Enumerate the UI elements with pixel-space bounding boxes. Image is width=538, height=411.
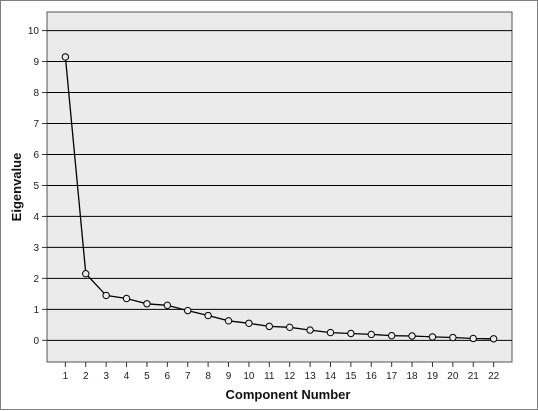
gridlines <box>47 30 512 341</box>
y-tick-label-9: 9 <box>33 57 39 68</box>
y-tick-label-5: 5 <box>33 181 39 192</box>
x-tick-label-4: 4 <box>124 371 130 382</box>
data-point-5 <box>143 300 151 308</box>
x-axis-title: Component Number <box>226 387 351 402</box>
data-point-13 <box>306 326 314 334</box>
data-point-8 <box>204 311 212 320</box>
data-point-11 <box>265 322 274 331</box>
data-point-7 <box>184 306 192 315</box>
y-tick-label-1: 1 <box>33 305 39 316</box>
y-axis-title: Eigenvalue <box>9 153 24 222</box>
x-tick-label-2: 2 <box>83 371 89 382</box>
x-tick-label-7: 7 <box>185 371 191 382</box>
data-point-4 <box>122 294 131 303</box>
series-line <box>64 56 494 340</box>
y-tick-label-7: 7 <box>33 119 39 130</box>
data-point-21 <box>469 334 477 343</box>
data-point-3 <box>102 291 110 300</box>
y-tick-label-3: 3 <box>33 243 39 254</box>
y-tick-label-4: 4 <box>33 212 39 223</box>
data-point-14 <box>326 328 335 337</box>
x-tick-label-16: 16 <box>366 371 378 382</box>
x-tick-label-17: 17 <box>386 371 398 382</box>
x-tick-label-6: 6 <box>165 371 171 382</box>
x-tick-label-3: 3 <box>103 371 109 382</box>
x-tick-label-18: 18 <box>407 371 419 382</box>
x-tick-label-8: 8 <box>205 371 211 382</box>
x-tick-label-14: 14 <box>325 371 337 382</box>
x-tick-label-21: 21 <box>468 371 480 382</box>
data-point-16 <box>367 330 375 339</box>
data-point-6 <box>163 301 172 310</box>
x-tick-label-5: 5 <box>144 371 150 382</box>
data-point-20 <box>449 333 457 342</box>
x-tick-label-12: 12 <box>284 371 296 382</box>
plot-area <box>46 11 513 363</box>
y-tick-label-8: 8 <box>33 88 39 99</box>
data-point-18 <box>408 332 416 340</box>
x-tick-label-9: 9 <box>226 371 232 382</box>
data-point-12 <box>285 323 294 332</box>
data-point-17 <box>387 331 396 340</box>
data-point-19 <box>428 333 437 341</box>
y-axis-ticks: 0 1 2 3 4 5 6 7 8 9 10 <box>28 26 47 347</box>
data-point-2 <box>82 270 90 278</box>
data-point-22 <box>489 335 498 343</box>
x-axis-ticks: 1 2 3 4 5 6 7 8 9 10 11 12 13 14 15 16 17 18 19 20 21 22 <box>63 362 500 382</box>
x-tick-label-11: 11 <box>264 371 275 382</box>
data-point-1 <box>61 53 70 61</box>
y-tick-label-0: 0 <box>33 336 39 347</box>
x-tick-label-13: 13 <box>305 371 317 382</box>
y-tick-label-2: 2 <box>33 274 39 285</box>
x-tick-label-1: 1 <box>63 371 69 382</box>
y-tick-label-6: 6 <box>33 150 39 161</box>
x-tick-label-15: 15 <box>345 371 357 382</box>
x-tick-label-22: 22 <box>488 371 500 382</box>
data-point-15 <box>347 329 355 338</box>
x-tick-label-10: 10 <box>243 371 255 382</box>
x-tick-label-19: 19 <box>427 371 439 382</box>
data-point-10 <box>245 319 253 327</box>
y-tick-label-10: 10 <box>28 26 40 37</box>
data-point-9 <box>224 317 233 325</box>
eigenvalue-series <box>61 53 498 343</box>
x-tick-label-20: 20 <box>447 371 459 382</box>
